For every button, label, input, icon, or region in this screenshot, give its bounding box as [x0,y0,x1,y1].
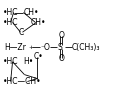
Text: +: + [28,45,33,50]
Text: CH•: CH• [23,8,39,17]
Text: •HC: •HC [3,57,18,66]
Text: O: O [59,54,65,63]
Text: C(CH₃)₃: C(CH₃)₃ [72,42,100,52]
Text: •HC: •HC [3,8,18,17]
Text: S: S [57,42,62,52]
Text: C: C [18,28,24,37]
Text: •HC: •HC [3,18,18,27]
Text: •HC—CH•: •HC—CH• [3,77,41,86]
Text: H•: H• [23,57,34,66]
Text: O: O [59,31,65,40]
Text: ⁻O: ⁻O [40,42,50,52]
Text: H—Zr: H—Zr [5,42,26,52]
Text: C•: C• [33,52,43,61]
Text: CH•: CH• [30,18,46,27]
